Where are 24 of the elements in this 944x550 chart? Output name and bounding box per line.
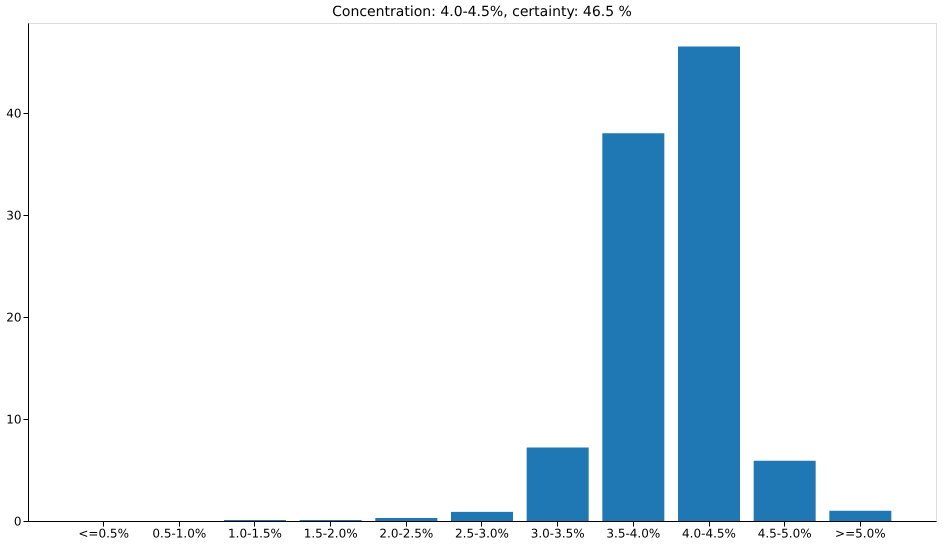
bar — [451, 512, 513, 521]
x-tick-label: 1.0-1.5% — [228, 526, 282, 540]
x-tick-label: 4.0-4.5% — [682, 526, 736, 540]
y-tick-label: 20 — [6, 310, 22, 324]
x-tick-label: 0.5-1.0% — [152, 526, 206, 540]
x-tick-label: 3.0-3.5% — [530, 526, 585, 540]
x-tick-label: 2.0-2.5% — [379, 526, 434, 540]
bar — [526, 448, 589, 521]
y-tick-label: 0 — [14, 514, 22, 528]
bar — [754, 460, 816, 521]
x-tick-label: 1.5-2.0% — [304, 526, 358, 540]
y-tick-label: 40 — [6, 106, 22, 120]
chart-title: Concentration: 4.0-4.5%, certainty: 46.5 % — [332, 4, 632, 20]
x-tick-label: >=5.0% — [835, 526, 886, 540]
bar — [602, 133, 664, 521]
bar — [829, 510, 892, 521]
y-tick-label: 30 — [6, 208, 22, 222]
x-tick-label: 4.5-5.0% — [758, 526, 812, 540]
x-tick-label: <=0.5% — [78, 526, 129, 540]
x-tick-label: 3.5-4.0% — [606, 526, 660, 540]
bar — [375, 518, 438, 521]
y-tick-label: 10 — [6, 412, 22, 426]
x-tick-label: 2.5-3.0% — [455, 526, 509, 540]
bar — [678, 46, 740, 521]
